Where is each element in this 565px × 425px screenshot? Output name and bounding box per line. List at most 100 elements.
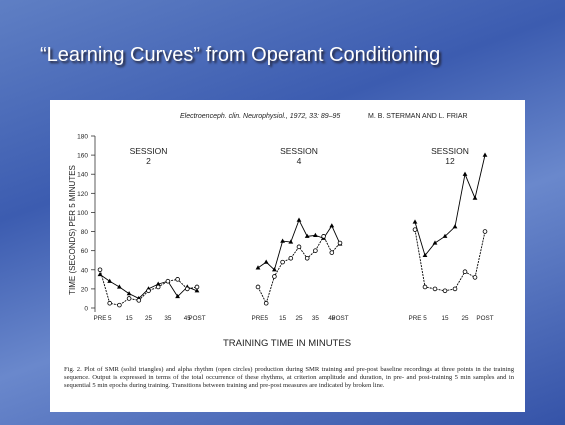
session-number: 2 [146,156,151,166]
y-tick-label: 20 [81,286,89,293]
x-tick-label: 35 [164,315,172,322]
figure-panel: Electroenceph. clin. Neurophysiol., 1972… [50,100,525,412]
triangle-marker [155,281,161,286]
x-tick-label: 45 [328,315,336,322]
triangle-marker [296,217,302,222]
x-tick-label: 25 [295,315,303,322]
triangle-marker [175,293,180,299]
y-tick-label: 120 [77,191,88,198]
triangle-marker [482,152,488,157]
triangle-marker [288,239,294,244]
triangle-marker [422,252,428,258]
circle-marker [304,256,310,261]
x-tick-label: 5 [423,315,427,322]
circle-marker [313,248,318,253]
x-tick-label: PRE [94,315,107,322]
x-tick-label: PRE [252,315,265,322]
circle-marker [97,267,103,273]
circle-marker [155,284,161,290]
x-tick-label: PRE [409,315,422,322]
triangle-marker [462,171,468,176]
y-tick-label: 40 [81,267,89,274]
y-tick-label: 60 [81,248,89,255]
x-tick-label: 25 [145,315,153,322]
circle-marker [412,227,418,232]
circle-marker [117,302,122,308]
session-title: SESSION [130,146,168,156]
figure: Electroenceph. clin. Neurophysiol., 1972… [68,113,494,349]
circle-marker [462,269,468,274]
x-tick-label: 5 [264,315,268,322]
triangle-marker [452,224,458,229]
circle-marker [146,288,151,294]
circle-marker [255,284,261,290]
x-tick-label: 5 [108,315,112,322]
triangle-marker [107,278,113,283]
circle-marker [452,286,458,292]
authors: M. B. STERMAN AND L. FRIAR [368,113,468,120]
triangle-marker [313,232,318,237]
circle-marker [337,240,343,246]
triangle-marker [412,219,418,224]
x-tick-label: POST [331,315,348,322]
y-tick-label: 160 [77,153,88,160]
circle-marker [263,300,269,306]
circle-marker [136,298,142,303]
circle-marker [422,284,428,290]
circle-marker [107,300,112,306]
session-number: 4 [297,156,302,166]
circle-marker [194,284,200,290]
circle-marker [442,288,448,294]
y-tick-label: 140 [77,172,88,179]
triangle-marker [255,265,261,270]
circle-marker [165,278,171,284]
y-tick-label: 180 [77,134,88,141]
circle-marker [321,234,326,239]
circle-marker [175,277,180,282]
triangle-marker [329,223,335,228]
series-line [414,155,486,257]
circle-marker [472,275,478,280]
triangle-marker [432,240,438,245]
caption: Fig. 2. Plot of SMR (solid triangles) an… [64,366,514,390]
circle-marker [288,256,294,261]
circle-marker [126,296,132,301]
y-tick-label: 0 [84,306,88,313]
triangle-marker [194,288,200,293]
triangle-marker [280,238,285,243]
y-tick-label: 100 [77,210,88,217]
x-axis-label: TRAINING TIME IN MINUTES [223,338,351,349]
x-tick-label: 25 [461,315,469,322]
triangle-marker [272,267,277,272]
circle-marker [280,259,285,265]
circle-marker [432,286,438,292]
series-line [414,229,486,292]
session-title: SESSION [431,146,469,156]
triangle-marker [304,233,310,238]
triangle-marker [442,233,448,238]
circle-marker [185,286,190,292]
triangle-marker [263,259,269,264]
x-tick-label: 35 [312,315,320,322]
triangle-marker [472,195,478,200]
session-title: SESSION [280,146,318,156]
triangle-marker [126,291,132,296]
triangle-marker [117,284,122,289]
x-tick-label: 15 [441,315,449,322]
slide-title: “Learning Curves” from Operant Condition… [40,44,441,66]
circle-marker [482,229,488,234]
x-tick-label: 15 [126,315,134,322]
y-tick-label: 80 [81,229,89,236]
circle-marker [296,244,302,250]
circle-marker [272,274,277,279]
session-number: 12 [445,156,455,166]
y-axis-label: TIME (SECONDS) PER 5 MINUTES [68,165,77,295]
circle-marker [329,250,335,255]
x-tick-label: 45 [184,315,192,322]
x-tick-label: POST [188,315,205,322]
triangle-marker [97,271,103,277]
x-tick-label: POST [476,315,493,322]
x-tick-label: 15 [279,315,287,322]
journal: Electroenceph. clin. Neurophysiol., 1972… [180,113,340,120]
